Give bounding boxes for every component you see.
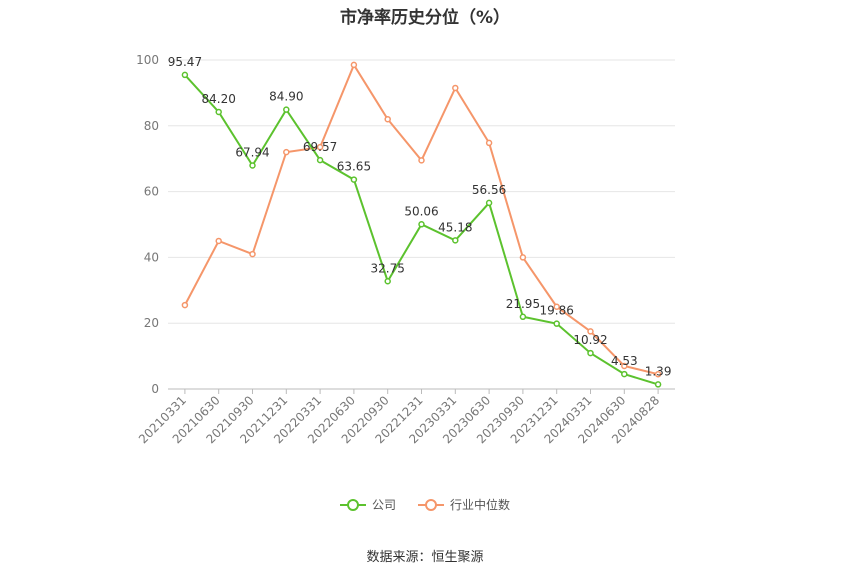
data-point-1 — [350, 61, 358, 69]
data-point-0 — [621, 370, 628, 378]
data-label: 84.90 — [269, 90, 303, 104]
legend-industry-swatch-icon — [418, 498, 444, 511]
data-point-1 — [654, 370, 662, 378]
legend-company-swatch-icon — [339, 498, 366, 511]
data-label: 95.47 — [168, 55, 202, 69]
data-point-1 — [418, 157, 425, 164]
data-label: 32.75 — [371, 261, 405, 275]
legend-company-label: 公司 — [371, 498, 396, 512]
data-point-0 — [553, 320, 560, 327]
data-point-0 — [418, 221, 425, 228]
data-point-0 — [654, 381, 662, 388]
data-point-1 — [452, 84, 459, 92]
data-point-0 — [587, 349, 594, 357]
data-point-1 — [384, 115, 391, 123]
data-label: 84.20 — [202, 92, 236, 106]
data-label: 10.92 — [573, 333, 607, 347]
data-point-1 — [215, 237, 222, 245]
data-point-1 — [553, 303, 560, 310]
data-label: 4.53 — [611, 354, 638, 368]
data-point-1 — [249, 250, 256, 258]
data-label: 1.39 — [645, 364, 672, 378]
data-label: 19.86 — [540, 304, 574, 318]
data-point-1 — [316, 143, 324, 151]
y-tick-label: 100 — [136, 53, 159, 67]
data-point-0 — [316, 156, 324, 164]
data-point-0 — [485, 199, 493, 207]
data-label: 50.06 — [404, 204, 438, 218]
chart-title: 市净率历史分位（%） — [339, 8, 511, 28]
data-point-0 — [249, 162, 256, 169]
data-point-1 — [485, 139, 493, 147]
y-tick-label: 40 — [144, 250, 159, 264]
data-point-1 — [621, 362, 628, 370]
data-label: 67.94 — [235, 145, 269, 159]
data-label: 45.18 — [438, 220, 472, 234]
legend-industry-label: 行业中位数 — [450, 498, 511, 512]
data-point-0 — [215, 108, 222, 116]
legend-item-company[interactable]: 公司 — [339, 496, 396, 513]
data-point-0 — [283, 106, 290, 113]
legend-item-industry-median[interactable]: 行业中位数 — [418, 496, 510, 513]
data-point-0 — [519, 313, 527, 321]
series-line-1 — [184, 62, 659, 376]
y-tick-label: 0 — [151, 382, 159, 396]
data-point-1 — [283, 148, 290, 156]
data-point-0 — [350, 176, 358, 183]
data-point-0 — [181, 71, 189, 79]
data-label: 21.95 — [506, 297, 540, 311]
data-point-1 — [587, 328, 594, 335]
source-note: 数据来源：恒生聚源 — [366, 550, 484, 565]
y-tick-label: 20 — [144, 316, 159, 330]
data-label: 56.56 — [472, 183, 506, 197]
data-point-1 — [181, 301, 189, 309]
data-point-1 — [519, 254, 527, 261]
data-label: 69.57 — [303, 140, 337, 154]
data-label: 63.65 — [337, 160, 371, 174]
y-tick-label: 80 — [144, 119, 159, 133]
y-tick-label: 60 — [144, 185, 159, 199]
data-point-0 — [452, 237, 459, 244]
legend: 公司 行业中位数 — [0, 496, 850, 513]
data-point-0 — [384, 278, 391, 285]
